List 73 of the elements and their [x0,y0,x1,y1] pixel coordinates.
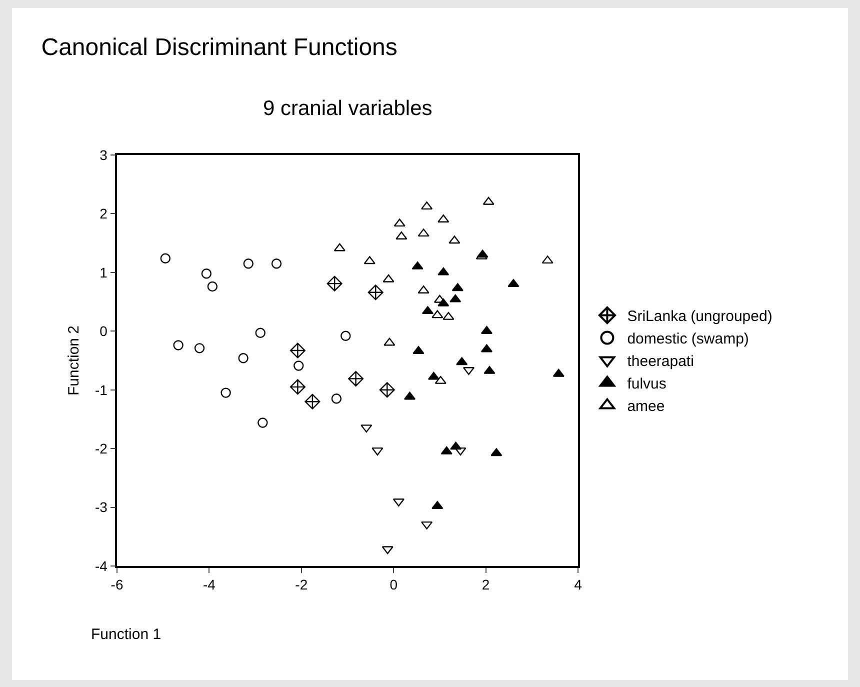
y-tick-label: 0 [100,323,108,340]
point [368,284,384,300]
point [438,267,450,276]
point [340,330,351,341]
point [372,447,384,456]
point [243,258,254,269]
point [442,312,454,320]
point [452,283,464,292]
y-tick-label: 2 [100,206,108,222]
x-tick-label: -4 [202,576,216,593]
point [484,366,496,374]
point [418,228,430,237]
point [454,447,466,456]
point [173,340,184,350]
x-tick-label: 2 [482,576,490,593]
point [201,268,212,279]
point [304,394,320,410]
point [450,294,462,302]
legend-label: fulvus [627,376,666,393]
point [490,448,502,456]
point [207,281,218,292]
point [348,370,364,386]
point [160,253,171,264]
point [379,382,395,398]
y-tick-label: -1 [94,382,108,398]
point [434,376,446,384]
legend-label: domestic (swamp) [627,330,749,348]
point [271,258,282,269]
point [290,379,306,395]
y-tick-label: 1 [100,264,108,280]
chart-title: Canonical Discriminant Functions [41,34,398,62]
point [326,276,342,292]
point [394,218,406,227]
x-axis-title: Function 1 [91,626,162,643]
point [220,388,231,398]
legend-label: SriLanka (ungrouped) [627,308,772,326]
legend-label: theerapati [627,353,694,370]
point [482,196,494,205]
y-tick-label: -3 [94,499,108,516]
point [382,274,394,282]
point [194,343,205,354]
y-axis-title: Function 2 [66,325,83,396]
point [448,236,460,244]
point [552,368,564,377]
x-tick-label: -2 [295,576,308,593]
x-tick-label: -6 [110,576,124,593]
point [255,328,266,338]
point [542,256,554,264]
x-tick-label: 4 [574,576,582,593]
point [392,498,404,507]
x-tick-label: 0 [390,576,398,593]
point [440,446,452,454]
point [384,338,396,346]
legend-label: amee [627,398,665,416]
chart-subtitle: 9 cranial variables [263,97,432,120]
point [450,442,462,450]
point [238,353,248,364]
point [360,424,372,433]
point [456,357,468,366]
point [294,360,304,371]
point [364,256,376,264]
point [432,310,444,318]
point [331,394,342,404]
point [382,546,394,554]
y-tick-label: 3 [100,146,108,163]
point [290,342,306,358]
y-tick-label: -2 [94,440,108,456]
y-tick-label: -4 [94,558,108,574]
point [508,279,520,288]
point [412,261,424,270]
point [258,418,268,428]
point [334,243,346,252]
point [438,214,450,222]
